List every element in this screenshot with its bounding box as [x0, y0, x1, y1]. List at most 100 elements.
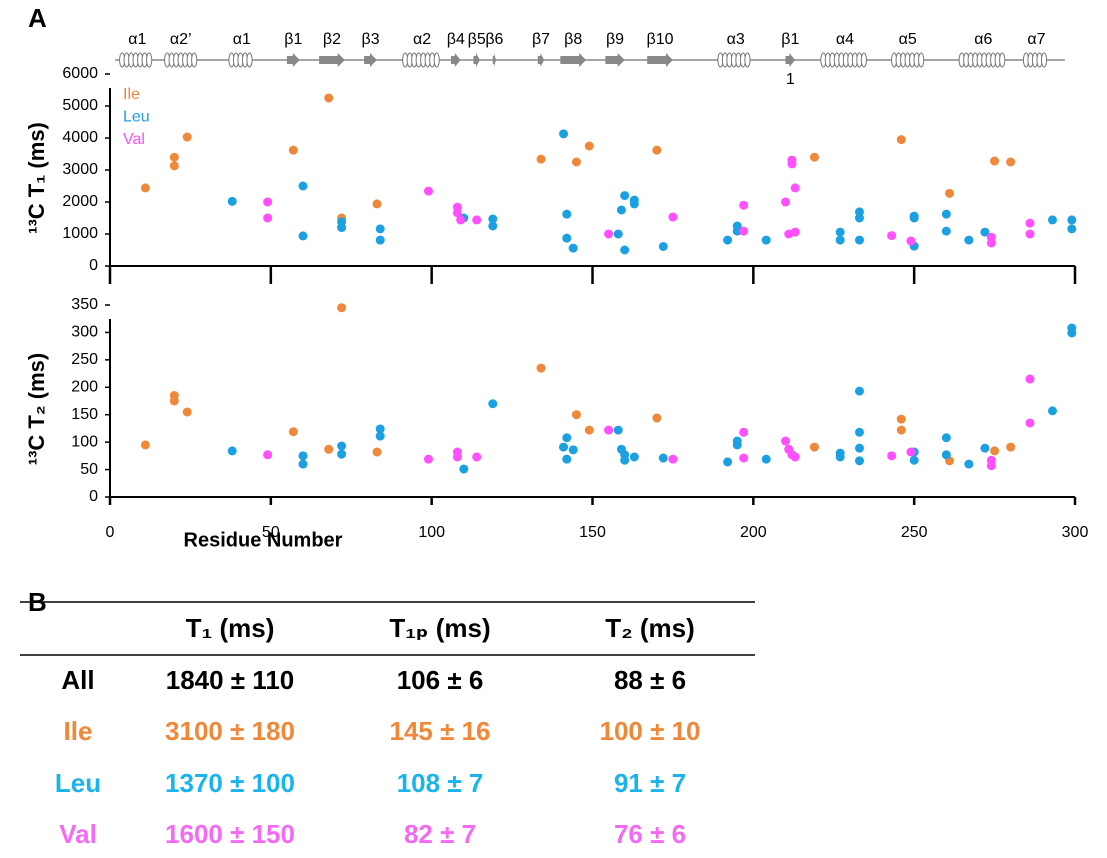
- panel-label: A: [28, 3, 47, 33]
- data-point: [887, 451, 897, 461]
- table-cell: 76 ± 6: [614, 819, 686, 849]
- structure-label: α1: [233, 31, 251, 48]
- data-point: [739, 226, 749, 236]
- y-tick-label: 50: [80, 461, 98, 478]
- helix-loop: [146, 52, 153, 68]
- x-tick-label: 250: [901, 524, 928, 541]
- y-tick-label: 5000: [62, 97, 98, 114]
- data-point: [854, 386, 864, 396]
- table-cell: 108 ± 7: [397, 768, 484, 798]
- data-point: [1067, 224, 1077, 234]
- helix-loop: [433, 52, 440, 68]
- y-tick-label: 300: [71, 324, 98, 341]
- data-point: [562, 454, 572, 464]
- x-tick-label: 200: [740, 524, 767, 541]
- data-point: [182, 407, 192, 417]
- data-point: [761, 235, 771, 245]
- data-point: [613, 425, 623, 435]
- data-point: [652, 145, 662, 155]
- data-point: [263, 213, 273, 223]
- data-point: [896, 135, 906, 145]
- structure-label: α2: [413, 31, 431, 48]
- row-label: Leu: [55, 768, 101, 798]
- data-point: [584, 141, 594, 151]
- x-tick-label: 300: [1062, 524, 1089, 541]
- data-point: [169, 391, 179, 401]
- data-point: [723, 457, 733, 467]
- structure-label: β1: [284, 31, 302, 48]
- data-point: [854, 443, 864, 453]
- row-label: Ile: [64, 716, 93, 746]
- strand-arrow: [286, 53, 300, 67]
- data-point: [227, 446, 237, 456]
- data-point: [559, 442, 569, 452]
- legend-entry: Val: [123, 131, 145, 148]
- data-point: [909, 211, 919, 221]
- data-point: [732, 440, 742, 450]
- data-point: [298, 231, 308, 241]
- data-point: [140, 183, 150, 193]
- data-point: [668, 212, 678, 222]
- data-point: [790, 183, 800, 193]
- data-point: [1067, 328, 1077, 338]
- data-point: [896, 425, 906, 435]
- y-axis-title: ¹³C T₁ (ms): [24, 122, 49, 234]
- table-cell: 82 ± 7: [404, 819, 476, 849]
- data-point: [781, 197, 790, 207]
- data-point: [980, 227, 990, 237]
- data-point: [169, 152, 179, 162]
- data-point: [375, 424, 385, 434]
- data-point: [990, 446, 1000, 456]
- data-point: [835, 235, 845, 245]
- data-point: [1025, 229, 1035, 239]
- data-point: [986, 461, 996, 471]
- x-tick-label: 100: [418, 524, 445, 541]
- table-header: T₂ (ms): [605, 613, 695, 643]
- strand-arrow: [492, 53, 496, 67]
- structure-label: β3: [361, 31, 379, 48]
- table-cell: 91 ± 7: [614, 768, 686, 798]
- helix-loop: [860, 52, 867, 68]
- strand-arrow: [605, 53, 625, 67]
- data-point: [562, 433, 572, 443]
- data-point: [604, 425, 614, 435]
- strand-arrow: [785, 53, 796, 67]
- helix-loop: [246, 52, 253, 68]
- helix-loop: [191, 52, 198, 68]
- data-point: [896, 414, 906, 424]
- table-cell: 3100 ± 180: [165, 716, 295, 746]
- data-point: [324, 444, 334, 454]
- data-point: [1047, 406, 1057, 416]
- data-point: [298, 181, 308, 191]
- data-point: [375, 224, 385, 234]
- y-tick-label: 6000: [62, 65, 98, 82]
- data-point: [739, 200, 749, 210]
- structure-label: α3: [727, 31, 745, 48]
- data-point: [1025, 218, 1035, 228]
- data-point: [536, 363, 546, 373]
- table-cell: 145 ± 16: [389, 716, 490, 746]
- data-point: [941, 433, 951, 443]
- data-point: [616, 205, 626, 215]
- legend-entry: Ile: [123, 86, 140, 103]
- data-point: [1006, 157, 1016, 167]
- legend-entry: Leu: [123, 109, 150, 126]
- data-point: [337, 441, 347, 451]
- data-point: [372, 199, 382, 209]
- data-point: [964, 459, 974, 469]
- strand-arrow: [560, 53, 587, 67]
- y-tick-label: 200: [71, 379, 98, 396]
- data-point: [790, 227, 800, 237]
- data-point: [375, 235, 385, 245]
- x-axis-title: Residue Number: [184, 529, 343, 551]
- data-point: [854, 456, 864, 466]
- data-point: [568, 243, 578, 253]
- structure-label: α2’: [170, 31, 192, 48]
- y-tick-label: 0: [89, 257, 98, 274]
- data-point: [423, 454, 433, 464]
- data-point: [761, 454, 771, 464]
- data-point: [169, 161, 179, 171]
- data-point: [613, 229, 623, 239]
- strand-arrow: [450, 53, 461, 67]
